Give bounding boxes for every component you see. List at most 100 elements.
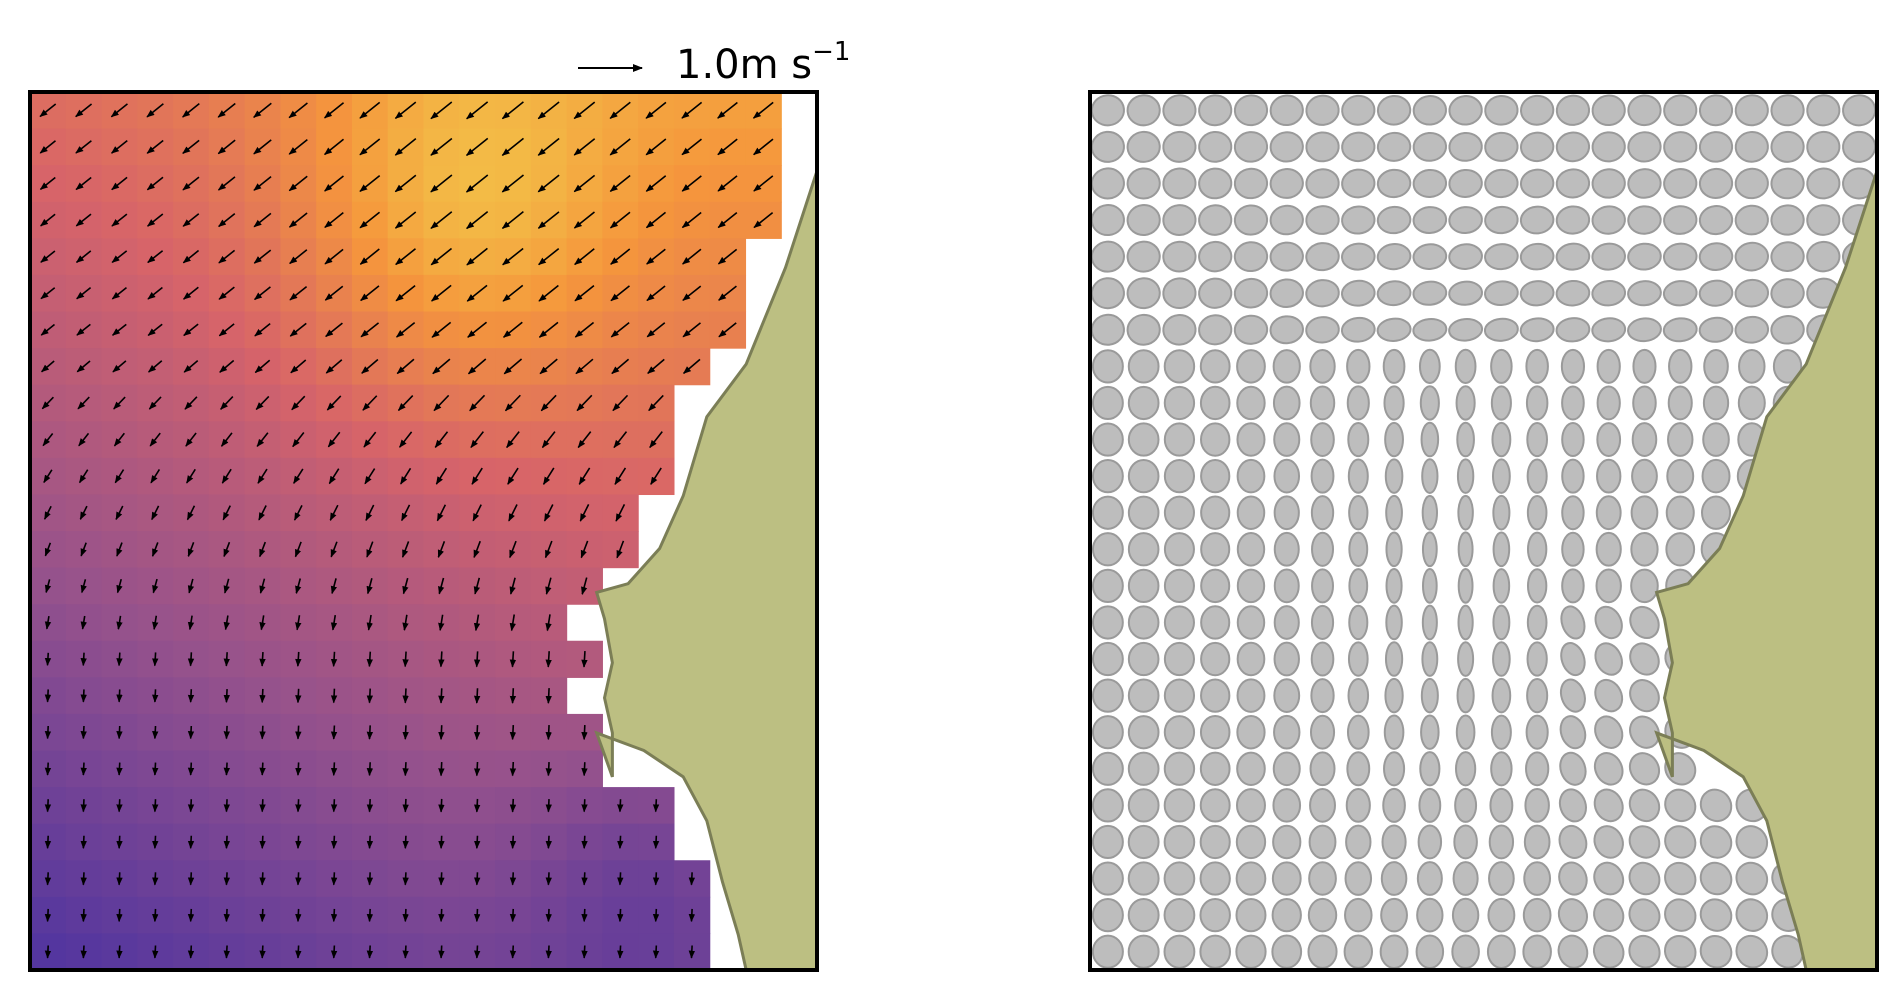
strain-ellipse <box>1199 715 1231 750</box>
strain-ellipse <box>1555 94 1591 126</box>
strain-ellipse <box>1519 168 1555 199</box>
velocity-arrow <box>223 762 230 776</box>
velocity-arrow <box>436 504 447 522</box>
strain-ellipse <box>1271 897 1302 933</box>
strain-ellipse <box>1526 495 1548 531</box>
velocity-arrow <box>146 176 164 191</box>
strain-ellipse <box>1559 715 1587 750</box>
velocity-arrow <box>753 211 774 229</box>
strain-ellipse <box>1091 824 1124 860</box>
strain-ellipse <box>1200 532 1231 567</box>
velocity-arrow <box>253 102 272 118</box>
velocity-arrow <box>330 835 338 849</box>
strain-ellipse <box>1127 605 1160 640</box>
velocity-arrow <box>43 505 52 520</box>
velocity-arrow <box>509 725 517 741</box>
strain-ellipse <box>1627 94 1662 127</box>
strain-ellipse <box>1561 495 1585 531</box>
strain-ellipse <box>1163 751 1196 786</box>
strain-ellipse <box>1385 568 1403 604</box>
strain-ellipse <box>1483 317 1519 342</box>
strain-ellipse <box>1412 206 1448 234</box>
strain-ellipse <box>1595 568 1622 604</box>
velocity-arrow <box>44 799 52 813</box>
velocity-arrow <box>402 908 409 923</box>
strain-ellipse <box>1163 678 1196 713</box>
velocity-arrow <box>509 688 517 704</box>
velocity-arrow <box>611 358 630 375</box>
velocity-arrow <box>545 688 552 704</box>
quiver-key: 1.0m s−1 <box>578 37 850 88</box>
velocity-arrow <box>400 467 412 485</box>
velocity-arrow <box>223 689 230 703</box>
strain-ellipse <box>1699 898 1733 932</box>
velocity-arrow <box>540 394 557 412</box>
velocity-arrow <box>295 762 302 776</box>
strain-ellipse <box>1127 349 1160 384</box>
velocity-arrow <box>223 799 230 813</box>
strain-ellipse <box>1596 385 1621 421</box>
velocity-arrow <box>146 213 164 227</box>
strain-ellipse <box>1489 787 1514 823</box>
strain-ellipse <box>1305 279 1340 308</box>
velocity-arrow <box>363 431 377 448</box>
velocity-arrow <box>681 138 702 156</box>
strain-ellipses <box>1090 94 1877 969</box>
strain-ellipse <box>1662 317 1698 343</box>
strain-ellipse <box>1381 824 1407 860</box>
velocity-arrow <box>438 725 445 741</box>
strain-ellipse <box>1561 458 1585 494</box>
velocity-arrow <box>288 102 308 119</box>
strain-ellipse <box>1595 495 1622 531</box>
velocity-arrow <box>430 137 453 156</box>
velocity-arrow <box>717 248 738 265</box>
strain-ellipse <box>1663 205 1698 235</box>
strain-ellipse <box>1558 788 1587 823</box>
velocity-arrow <box>41 396 54 410</box>
velocity-arrow <box>187 835 195 849</box>
strain-ellipse <box>1379 934 1409 969</box>
velocity-arrow <box>223 725 230 740</box>
strain-ellipse <box>1412 318 1448 342</box>
strain-ellipse <box>1200 641 1231 677</box>
velocity-arrow <box>223 652 230 667</box>
velocity-arrow <box>430 174 453 193</box>
strain-ellipse <box>1698 131 1734 163</box>
strain-ellipse <box>1806 94 1841 127</box>
strain-ellipse <box>1629 715 1660 749</box>
strain-ellipse <box>1421 604 1438 641</box>
strain-ellipse <box>1555 205 1591 235</box>
strain-ellipse <box>1698 279 1734 307</box>
velocity-arrow <box>578 467 591 485</box>
strain-ellipse <box>1091 678 1124 713</box>
velocity-arrow <box>545 835 552 849</box>
strain-ellipse <box>1491 677 1512 714</box>
velocity-arrow <box>688 945 696 959</box>
strain-ellipse <box>1385 531 1403 568</box>
velocity-arrow <box>577 431 592 449</box>
strain-ellipse <box>1526 458 1548 494</box>
strain-ellipse <box>1199 422 1231 457</box>
velocity-arrow <box>502 247 524 266</box>
velocity-arrow <box>259 615 266 631</box>
velocity-arrow <box>541 431 556 449</box>
strain-ellipse <box>1091 568 1124 603</box>
velocity-arrow <box>182 139 200 155</box>
strain-ellipse <box>1273 458 1301 494</box>
strain-ellipse <box>1346 714 1370 750</box>
strain-ellipse <box>1593 752 1624 786</box>
velocity-arrow <box>681 211 702 229</box>
strain-ellipse <box>1628 861 1661 896</box>
strain-ellipse <box>1162 314 1197 346</box>
strain-ellipse <box>1806 240 1841 273</box>
strain-ellipse <box>1629 642 1660 676</box>
velocity-arrow <box>473 761 481 777</box>
velocity-arrow <box>116 872 123 886</box>
strain-ellipse <box>1236 422 1266 457</box>
strain-ellipse <box>1457 604 1474 641</box>
strain-ellipse <box>1557 898 1588 933</box>
velocity-arrow <box>259 725 266 740</box>
strain-ellipse <box>1525 348 1549 384</box>
velocity-arrow <box>324 285 344 301</box>
velocity-arrow <box>437 541 446 558</box>
